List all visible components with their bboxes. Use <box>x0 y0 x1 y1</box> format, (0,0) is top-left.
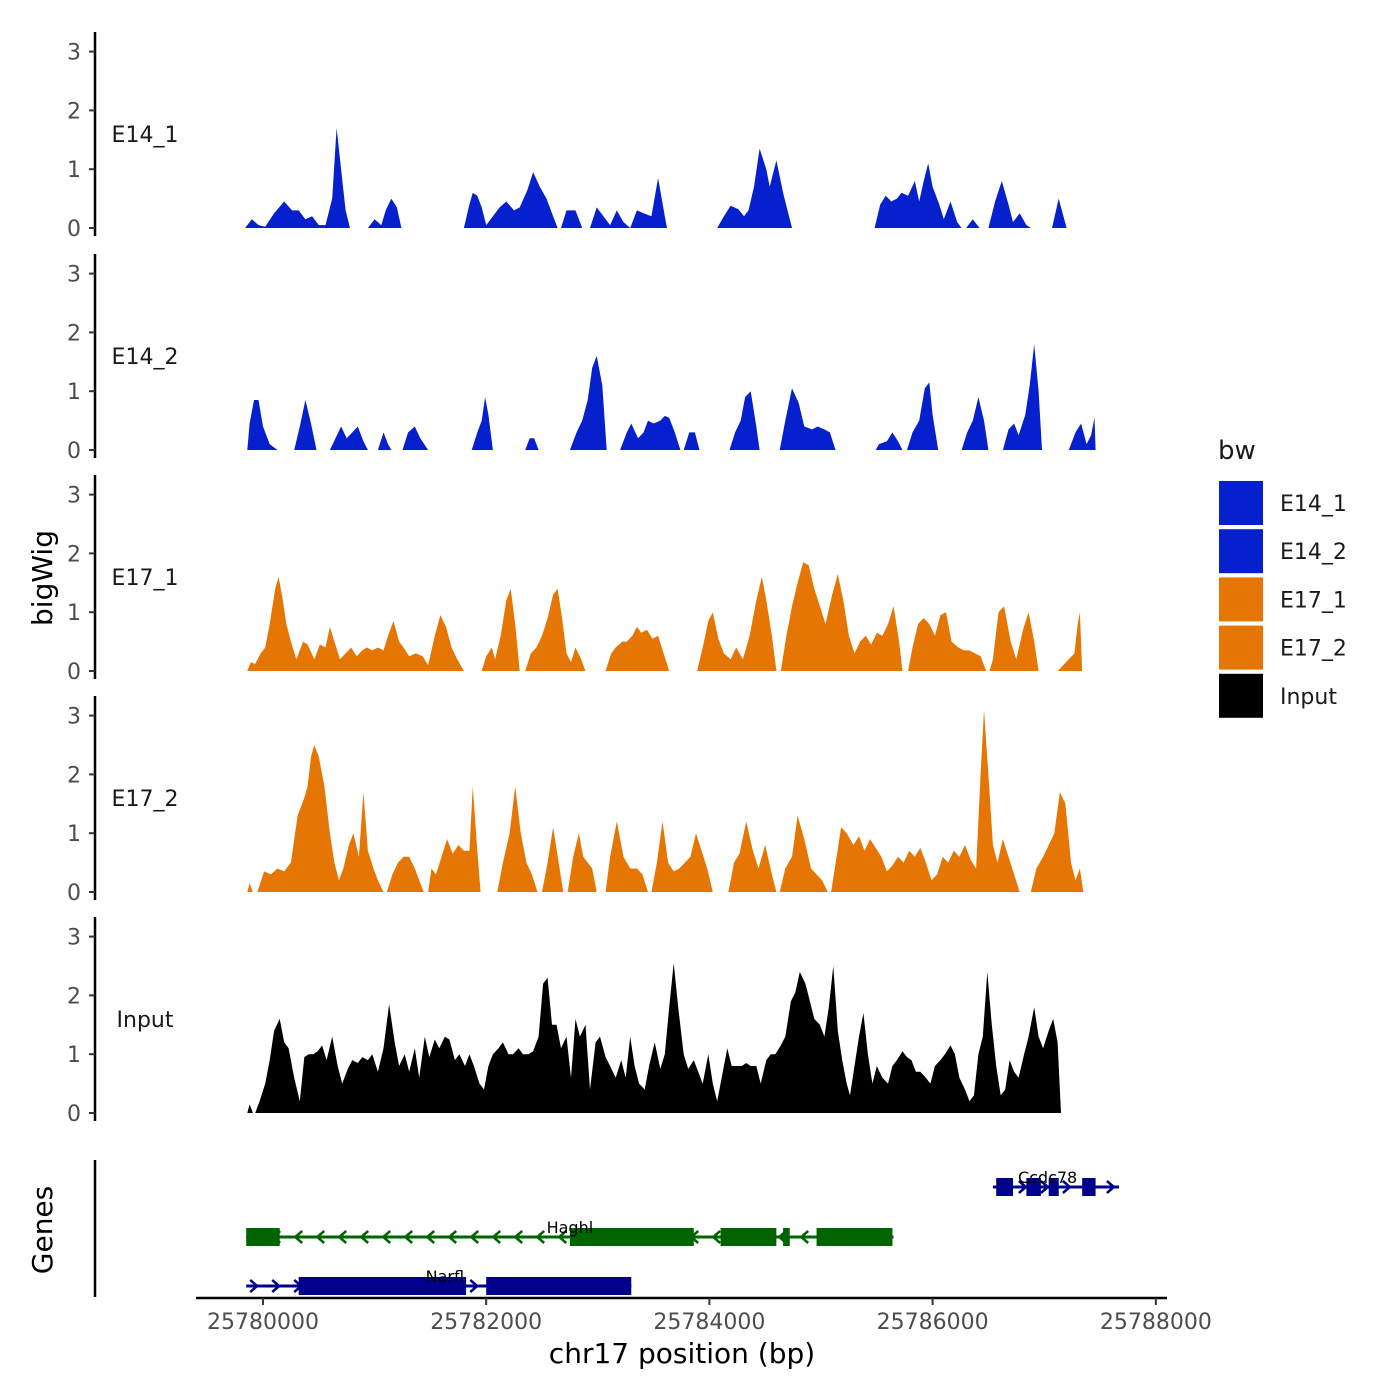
legend-swatch <box>1219 529 1263 574</box>
strand-chevron <box>249 1279 260 1293</box>
gene-exon <box>720 1228 777 1246</box>
strand-chevron <box>315 1230 326 1244</box>
y-tick-label: 2 <box>67 984 81 1009</box>
gene-Narfl: Narfl <box>246 1267 632 1295</box>
track-label: E17_1 <box>112 566 179 591</box>
legend-label: E17_2 <box>1280 637 1347 662</box>
coverage-area-E17_1 <box>247 562 1083 671</box>
track-label: Input <box>117 1008 174 1033</box>
track-Input: 0 1 2 3 Input <box>67 917 1062 1127</box>
strand-chevron <box>1040 1180 1050 1194</box>
y-tick-label: 0 <box>67 217 81 242</box>
gene-label: Narfl <box>426 1267 464 1286</box>
genes-axis-title: Genes <box>26 1186 59 1274</box>
y-tick-label: 0 <box>67 1102 81 1127</box>
y-tick-label: 1 <box>67 822 81 847</box>
coverage-area-Input <box>247 963 1062 1113</box>
strand-chevron <box>271 1279 282 1293</box>
strand-chevron <box>491 1230 502 1244</box>
bigwig-tracks: 0 1 2 3 E14_1 0 1 2 3 E14_2 0 1 2 3 E17_1 0 1 2 3 E17_2 0 1 2 3… <box>67 32 1096 1127</box>
y-tick-label: 2 <box>67 321 81 346</box>
gene-label: Haghl <box>547 1218 594 1237</box>
strand-chevron <box>337 1230 348 1244</box>
strand-chevron <box>293 1230 304 1244</box>
strand-chevron <box>447 1230 458 1244</box>
strand-chevron <box>469 1230 480 1244</box>
y-tick-label: 1 <box>67 601 81 626</box>
y-tick-label: 3 <box>67 484 81 509</box>
track-label: E14_2 <box>112 345 179 370</box>
x-tick-label: 25784000 <box>653 1310 765 1335</box>
gene-Ccdc78: Ccdc78 <box>992 1168 1120 1196</box>
track-E17_1: 0 1 2 3 E17_1 <box>67 475 1083 685</box>
coverage-area-E14_2 <box>247 344 1096 450</box>
legend-label: E14_2 <box>1280 540 1347 565</box>
strand-chevron <box>381 1230 392 1244</box>
strand-chevron <box>535 1230 546 1244</box>
y-tick-label: 0 <box>67 439 81 464</box>
gene-exon <box>996 1178 1013 1196</box>
strand-chevron <box>469 1279 480 1293</box>
track-E14_1: 0 1 2 3 E14_1 <box>67 32 1067 242</box>
track-label: E17_2 <box>112 787 179 812</box>
track-label: E14_1 <box>112 123 179 148</box>
gene-exon <box>246 1228 280 1246</box>
y-tick-label: 2 <box>67 542 81 567</box>
y-tick-label: 3 <box>67 705 81 730</box>
legend-title: bw <box>1218 436 1256 466</box>
coverage-area-E17_2 <box>247 709 1084 892</box>
legend-swatch <box>1219 577 1263 622</box>
gene-Haghl: Haghl <box>246 1218 894 1246</box>
legend-label: Input <box>1280 685 1337 710</box>
y-tick-label: 0 <box>67 660 81 685</box>
gene-label: Ccdc78 <box>1018 1168 1077 1187</box>
strand-chevron <box>359 1230 370 1244</box>
gene-exon <box>1082 1178 1096 1196</box>
gene-exon <box>816 1228 893 1246</box>
legend-swatch <box>1219 673 1263 718</box>
y-tick-label: 1 <box>67 1043 81 1068</box>
strand-chevron <box>513 1230 524 1244</box>
strand-chevron <box>711 1230 722 1244</box>
gene-exon <box>569 1228 694 1246</box>
gene-exon <box>298 1277 467 1295</box>
legend: bw E14_1 E14_2 E17_1 E17_2 Input <box>1218 436 1347 718</box>
gene-exon <box>1026 1178 1041 1196</box>
track-E17_2: 0 1 2 3 E17_2 <box>67 696 1084 906</box>
legend-label: E14_1 <box>1280 492 1347 517</box>
gene-exon <box>486 1277 632 1295</box>
x-tick-label: 25788000 <box>1100 1310 1212 1335</box>
legend-label: E17_1 <box>1280 588 1347 613</box>
x-tick-label: 25786000 <box>877 1310 989 1335</box>
y-tick-label: 3 <box>67 263 81 288</box>
x-tick-label: 25780000 <box>207 1310 319 1335</box>
y-tick-label: 3 <box>67 926 81 951</box>
strand-chevron <box>1106 1180 1116 1194</box>
gene-exon <box>1048 1178 1059 1196</box>
strand-chevron <box>1018 1180 1028 1194</box>
legend-swatch <box>1219 481 1263 525</box>
strand-chevron <box>799 1230 810 1244</box>
track-E14_2: 0 1 2 3 E14_2 <box>67 254 1096 464</box>
y-tick-label: 3 <box>67 41 81 66</box>
gene-exon <box>783 1228 790 1246</box>
x-axis-title: chr17 position (bp) <box>549 1337 815 1370</box>
strand-chevron <box>403 1230 414 1244</box>
coverage-area-E14_1 <box>245 128 1067 228</box>
y-tick-label: 1 <box>67 380 81 405</box>
y-tick-label: 0 <box>67 881 81 906</box>
y-tick-label: 2 <box>67 99 81 124</box>
x-axis: 25780000 25782000 25784000 25786000 25788000 <box>196 1296 1212 1335</box>
x-tick-label: 25782000 <box>430 1310 542 1335</box>
strand-chevron <box>1062 1180 1072 1194</box>
strand-chevron <box>425 1230 436 1244</box>
strand-chevron <box>557 1230 568 1244</box>
y-tick-label: 1 <box>67 158 81 183</box>
legend-swatch <box>1219 625 1263 670</box>
y-axis-title: bigWig <box>26 530 59 626</box>
y-tick-label: 2 <box>67 763 81 788</box>
gene-track: Ccdc78 Haghl Narfl <box>93 1160 1120 1297</box>
